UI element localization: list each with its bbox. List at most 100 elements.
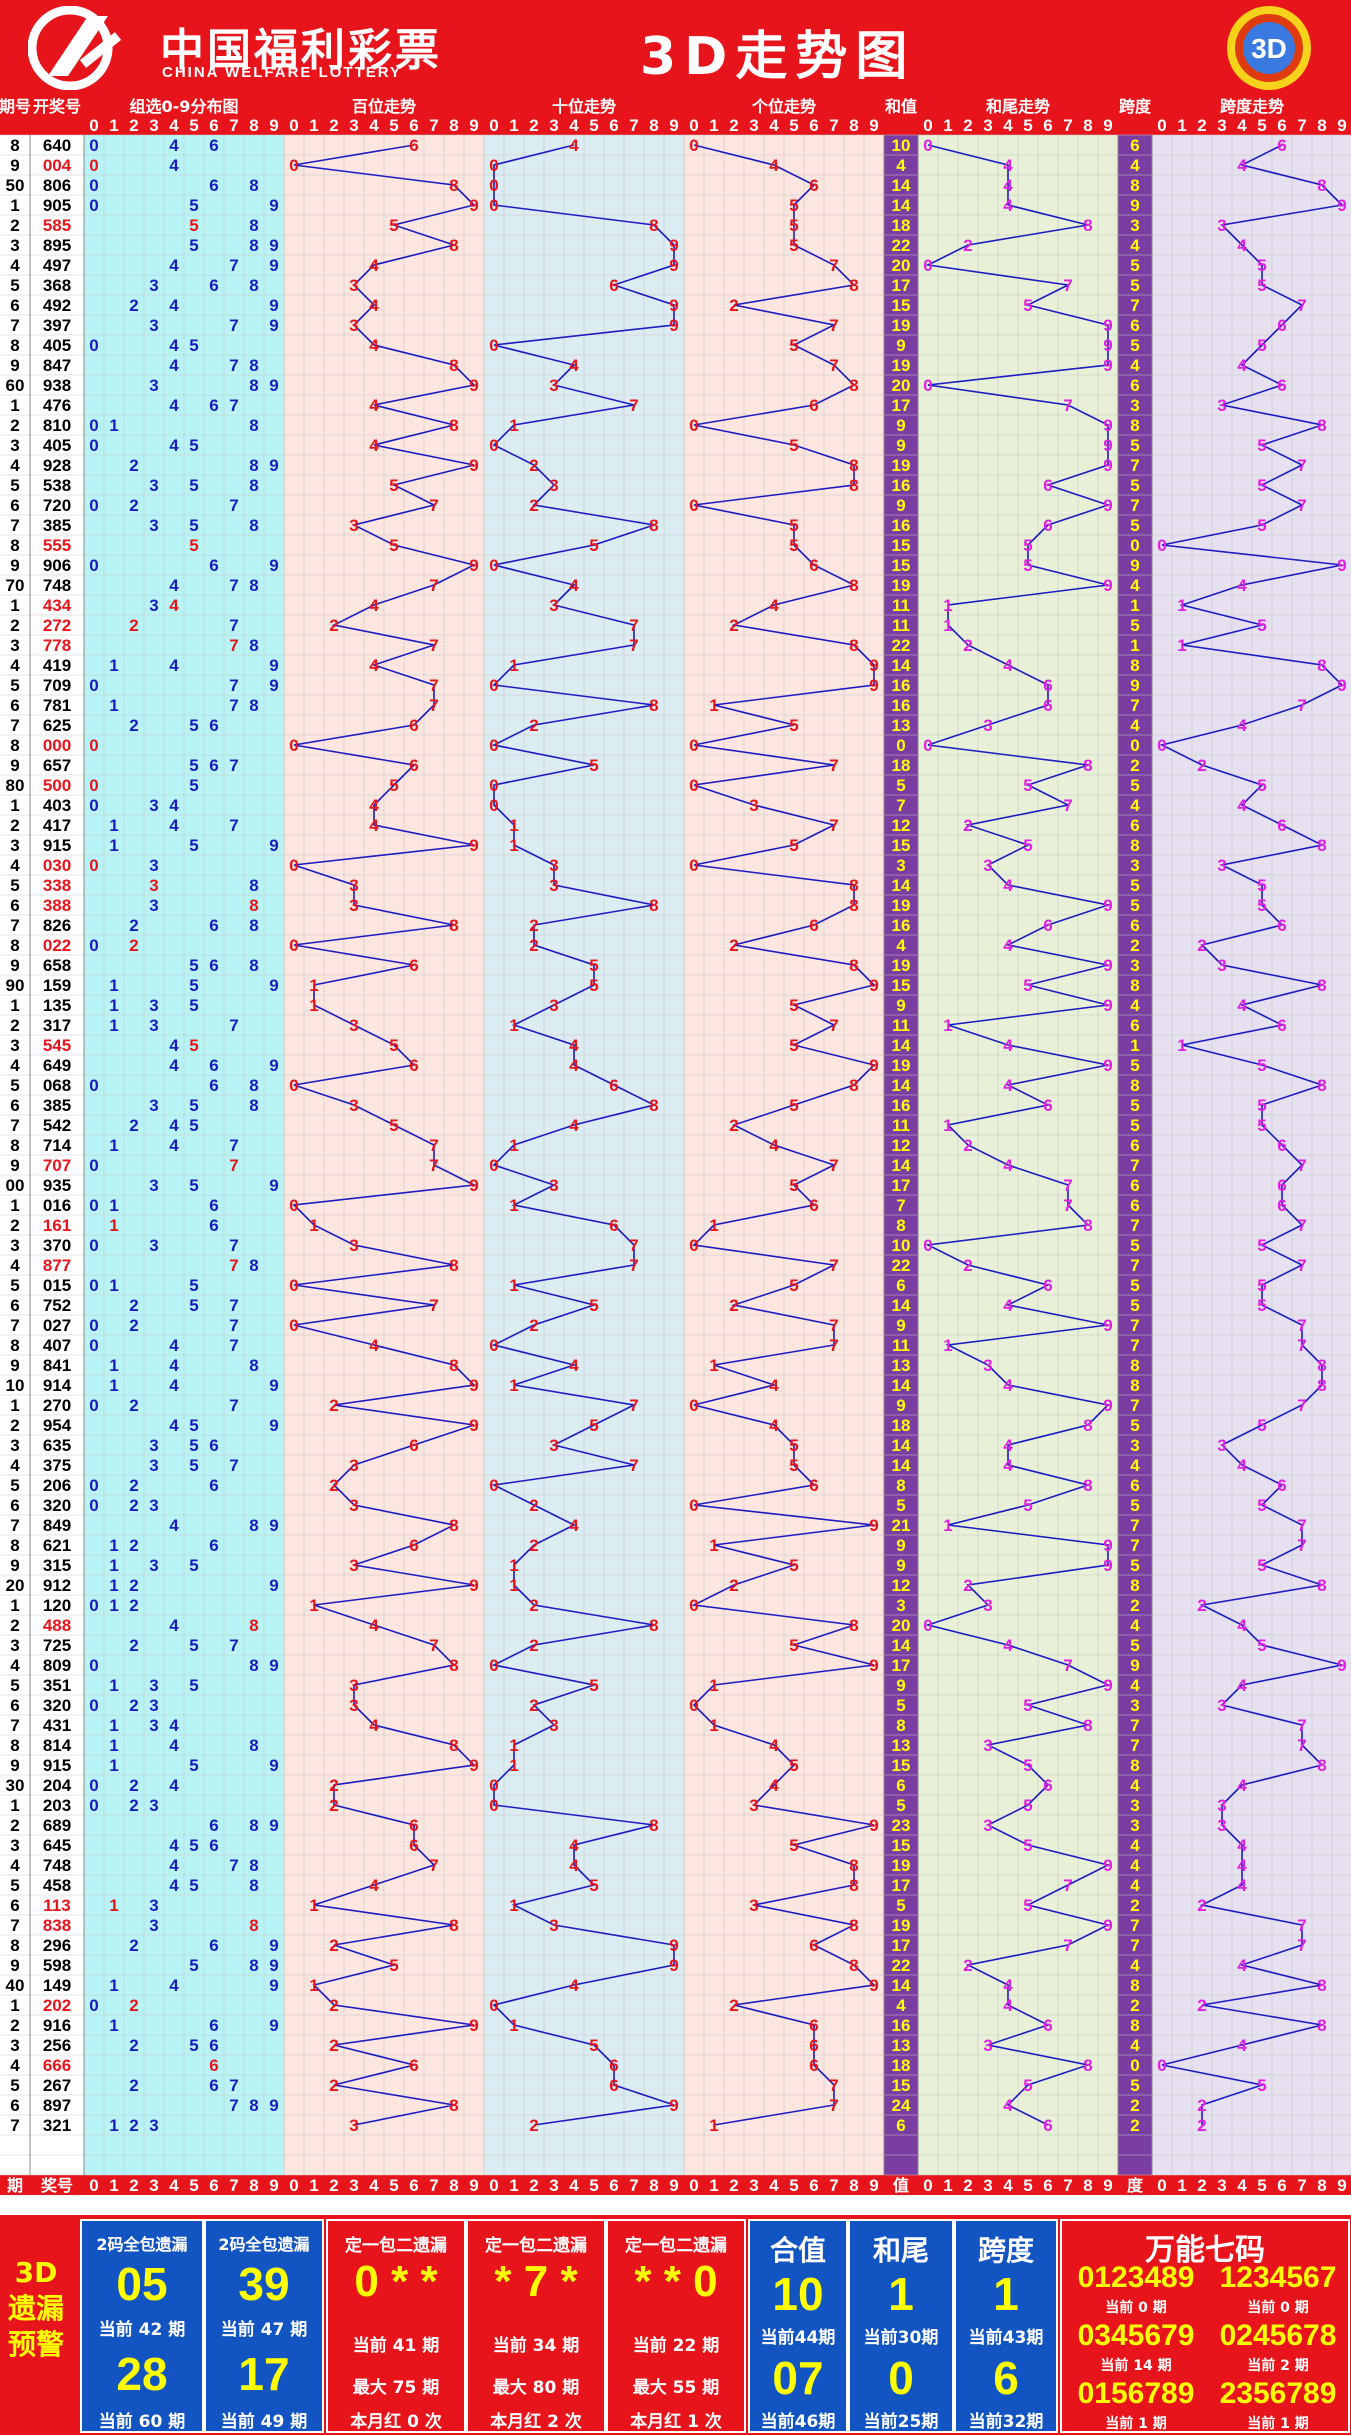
footer-digit: 4 <box>569 2176 579 2195</box>
span-value: 7 <box>1130 1736 1139 1755</box>
group-digit: 9 <box>269 316 278 335</box>
group-digit: 4 <box>169 1516 179 1535</box>
issue-number: 6 <box>10 2096 19 2115</box>
units-mark: 1 <box>709 2116 718 2135</box>
group-digit: 2 <box>129 1576 138 1595</box>
issue-number: 2 <box>10 1216 19 1235</box>
span-mark: 5 <box>1257 336 1266 355</box>
issue-number: 1 <box>10 1396 19 1415</box>
group-digit: 3 <box>149 1016 158 1035</box>
draw-number: 748 <box>43 1856 71 1875</box>
span-mark: 3 <box>1217 1436 1226 1455</box>
group-digit: 3 <box>149 476 158 495</box>
sum-tail-mark: 8 <box>1083 1416 1092 1435</box>
tens-mark: 0 <box>489 776 498 795</box>
span-mark: 5 <box>1257 2076 1266 2095</box>
issue-number: 1 <box>10 1796 19 1815</box>
draw-number: 912 <box>43 1576 71 1595</box>
draw-number: 368 <box>43 276 71 295</box>
group-digit: 7 <box>229 396 238 415</box>
sum-tail-mark: 9 <box>1103 1856 1112 1875</box>
header-digit: 3 <box>349 116 358 135</box>
span-value: 6 <box>1130 1476 1139 1495</box>
units-mark: 5 <box>789 196 798 215</box>
span-mark: 5 <box>1257 1636 1266 1655</box>
issue-number: 8 <box>10 1536 19 1555</box>
tens-mark: 0 <box>489 1796 498 1815</box>
units-mark: 0 <box>689 776 698 795</box>
issue-number: 4 <box>10 1856 20 1875</box>
hundreds-mark: 8 <box>449 1916 458 1935</box>
header-digit: 8 <box>1317 116 1326 135</box>
group-digit: 2 <box>129 1696 138 1715</box>
sum-value: 16 <box>892 696 911 715</box>
footer-digit: 9 <box>1337 2176 1346 2195</box>
box-bottom-value: 0 <box>888 2352 914 2404</box>
units-mark: 8 <box>849 1616 858 1635</box>
draw-number: 916 <box>43 2016 71 2035</box>
span-mark: 3 <box>1217 396 1226 415</box>
span-mark: 6 <box>1277 1196 1286 1215</box>
sum-value: 19 <box>892 956 911 975</box>
tens-mark: 9 <box>669 1956 678 1975</box>
group-digit: 6 <box>209 1056 218 1075</box>
issue-number: 9 <box>10 1356 19 1375</box>
span-mark: 5 <box>1257 1096 1266 1115</box>
sum-tail-mark: 6 <box>1043 516 1052 535</box>
span-mark: 8 <box>1317 976 1326 995</box>
sum-value: 14 <box>892 876 911 895</box>
sum-tail-mark: 0 <box>923 1616 932 1635</box>
group-digit: 3 <box>149 1176 158 1195</box>
span-value: 7 <box>1130 1716 1139 1735</box>
header-digit: 2 <box>129 116 138 135</box>
span-mark: 9 <box>1337 1656 1346 1675</box>
hundreds-mark: 2 <box>329 1476 338 1495</box>
box-month: 本月红 0 次 <box>350 2412 442 2432</box>
tens-mark: 9 <box>669 296 678 315</box>
tens-mark: 2 <box>529 1496 538 1515</box>
span-mark: 0 <box>1157 736 1166 755</box>
units-trend-line <box>691 144 876 2126</box>
units-mark: 5 <box>789 436 798 455</box>
group-digit: 2 <box>129 616 138 635</box>
span-mark: 7 <box>1297 1216 1306 1235</box>
group-digit: 9 <box>269 376 278 395</box>
issue-number: 80 <box>6 776 25 795</box>
span-value: 8 <box>1130 1356 1139 1375</box>
sum-value: 6 <box>896 2116 905 2135</box>
span-mark: 3 <box>1217 1796 1226 1815</box>
group-digit: 6 <box>209 2056 218 2075</box>
span-mark: 4 <box>1237 156 1247 175</box>
footer-digit: 9 <box>869 2176 878 2195</box>
span-value: 5 <box>1130 276 1139 295</box>
header-digit: 8 <box>449 116 458 135</box>
box-max: 最大 80 期 <box>492 2378 580 2398</box>
draw-number: 417 <box>43 816 71 835</box>
span-value: 7 <box>1130 696 1139 715</box>
brand-name-en: CHINA WELFARE LOTTERY <box>162 64 403 81</box>
issue-number: 9 <box>10 1156 19 1175</box>
issue-number: 1 <box>10 796 19 815</box>
seven-code: 0123489 <box>1077 2261 1195 2294</box>
group-digit: 7 <box>229 1156 238 1175</box>
draw-number: 120 <box>43 1596 71 1615</box>
draw-number: 068 <box>43 1076 71 1095</box>
footer-digit: 7 <box>429 2176 438 2195</box>
units-mark: 6 <box>809 1196 818 1215</box>
hundreds-mark: 8 <box>449 176 458 195</box>
sum-tail-mark: 1 <box>943 596 952 615</box>
span-value: 8 <box>1130 1976 1139 1995</box>
units-mark: 4 <box>769 1376 779 1395</box>
span-mark: 8 <box>1317 1976 1326 1995</box>
sum-tail-mark: 6 <box>1043 2116 1052 2135</box>
issue-number: 5 <box>10 676 19 695</box>
header-digit: 2 <box>1197 116 1206 135</box>
group-digit: 3 <box>149 1796 158 1815</box>
issue-number: 5 <box>10 1676 19 1695</box>
span-value: 6 <box>1130 1136 1139 1155</box>
hundreds-mark: 2 <box>329 2036 338 2055</box>
tens-mark: 0 <box>489 676 498 695</box>
sum-tail-mark: 1 <box>943 1116 952 1135</box>
footer-digit: 0 <box>89 2176 98 2195</box>
group-digit: 4 <box>169 336 179 355</box>
